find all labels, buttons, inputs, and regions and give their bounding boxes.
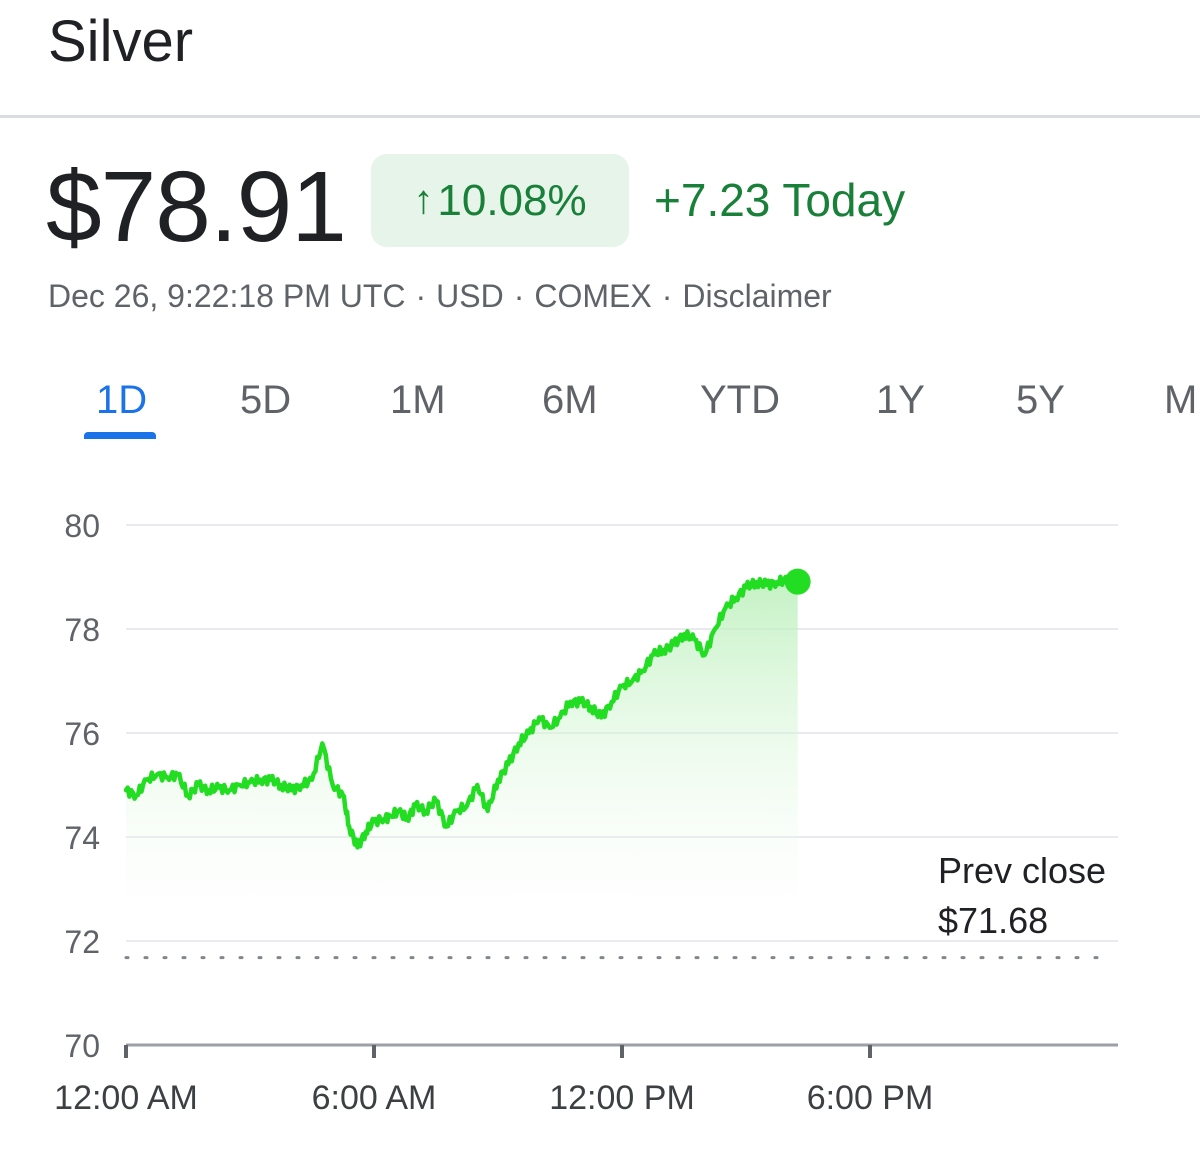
y-tick-label: 78: [64, 612, 100, 648]
current-price: $78.91: [46, 151, 347, 263]
x-tick-label: 6:00 PM: [807, 1079, 934, 1117]
quote-exchange: COMEX: [534, 278, 652, 314]
change-today: +7.23 Today: [654, 174, 906, 226]
price-chart: 70 72 74 76 78 80 12:00 AM 6:00 AM 12:00 PM 6:00 …: [54, 508, 1118, 1117]
tab-1m[interactable]: 1M: [390, 378, 446, 422]
y-tick-label: 74: [64, 820, 100, 856]
prev-close-value: $71.68: [938, 900, 1049, 941]
tab-5d[interactable]: 5D: [240, 378, 292, 422]
up-arrow-icon: ↑: [413, 178, 434, 222]
tab-max[interactable]: M: [1164, 378, 1198, 422]
x-tick-label: 12:00 AM: [54, 1079, 198, 1117]
x-tick-label: 12:00 PM: [549, 1079, 695, 1117]
tab-1d[interactable]: 1D: [96, 378, 148, 422]
active-tab-indicator: [84, 432, 156, 439]
quote-currency: USD: [436, 278, 504, 314]
y-tick-label: 80: [64, 508, 100, 544]
quote-meta: Dec 26, 9:22:18 PM UTC · USD · COMEX · Disclai…: [48, 278, 832, 315]
quote-timestamp: Dec 26, 9:22:18 PM UTC: [48, 278, 406, 314]
disclaimer-link[interactable]: Disclaimer: [682, 278, 832, 314]
x-tick-label: 6:00 AM: [312, 1079, 437, 1117]
separator-dot: ·: [661, 278, 673, 314]
page-title: Silver: [48, 9, 194, 74]
tab-5y[interactable]: 5Y: [1016, 378, 1065, 422]
y-tick-label: 76: [64, 716, 100, 752]
prev-close-title: Prev close: [938, 850, 1107, 891]
separator-dot: ·: [415, 278, 427, 314]
tab-ytd[interactable]: YTD: [700, 378, 780, 422]
percent-change-badge: ↑ 10.08%: [371, 154, 629, 247]
separator-dot: ·: [513, 278, 525, 314]
prev-close-label: Prev close $71.68: [938, 846, 1106, 946]
series-area: [126, 576, 798, 958]
last-price-point: [784, 568, 811, 595]
tab-6m[interactable]: 6M: [542, 378, 598, 422]
header-divider: [0, 115, 1200, 118]
tab-1y[interactable]: 1Y: [876, 378, 925, 422]
series-line: [123, 573, 800, 850]
y-tick-label: 72: [64, 924, 100, 960]
percent-change-value: 10.08%: [437, 175, 587, 225]
y-tick-label: 70: [64, 1028, 100, 1064]
